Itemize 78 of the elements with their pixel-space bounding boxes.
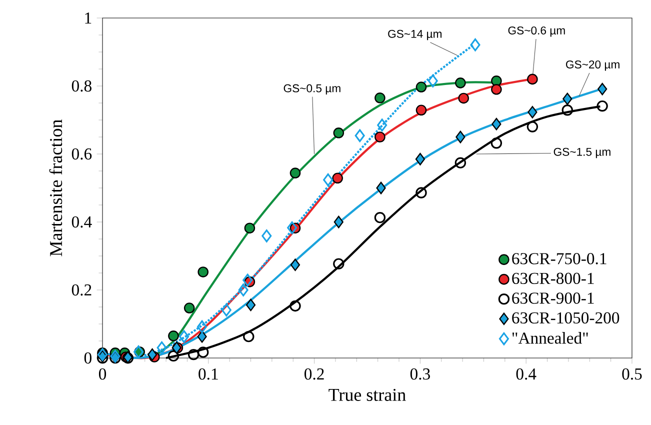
point <box>562 92 572 106</box>
point <box>287 221 298 234</box>
point <box>454 157 466 168</box>
point <box>596 100 608 112</box>
point <box>244 222 256 234</box>
annotation: GS~20 µm <box>566 60 620 71</box>
point <box>290 300 301 312</box>
legend-label: 63CR-750-0.1 <box>512 253 606 264</box>
point <box>290 258 300 272</box>
x-axis-title: True strain <box>328 388 406 401</box>
point <box>415 152 425 166</box>
x-tick-label: 0.4 <box>516 368 536 380</box>
x-tick-label: 0.2 <box>304 368 324 380</box>
point <box>527 74 538 85</box>
x-tick-label: 0.1 <box>198 368 218 380</box>
point <box>184 302 195 314</box>
point <box>243 330 254 342</box>
point <box>333 128 344 138</box>
y-axis-title: Martensite fraction <box>49 120 62 256</box>
point <box>528 106 538 118</box>
y-tick-label: 0.8 <box>72 80 92 92</box>
legend-label: 63CR-1050-200 <box>512 312 620 324</box>
point <box>179 330 190 343</box>
point <box>323 173 334 186</box>
point <box>221 304 232 316</box>
point <box>262 230 272 242</box>
annotation: GS~1.5 µm <box>554 148 610 158</box>
point <box>198 346 209 358</box>
point <box>188 348 200 360</box>
point <box>458 92 470 104</box>
point <box>416 187 427 198</box>
point <box>168 330 179 342</box>
point <box>491 75 502 86</box>
annotation: GS~0.6 µm <box>508 26 565 37</box>
point <box>290 168 301 178</box>
x-tick-label: 0.3 <box>410 368 430 380</box>
y-tick-label: 0.2 <box>72 284 92 296</box>
x-tick-label: 0 <box>98 368 106 380</box>
point <box>374 132 386 142</box>
point <box>377 118 388 132</box>
point <box>238 284 248 296</box>
point <box>491 84 502 95</box>
annotation: GS~14 µm <box>388 30 442 40</box>
x-tick-label: 0.5 <box>622 368 642 380</box>
point <box>490 138 502 149</box>
point <box>526 121 538 132</box>
point <box>246 298 256 312</box>
point <box>334 216 344 228</box>
point <box>156 341 167 354</box>
annotation: GS~0.5 µm <box>284 84 340 95</box>
y-tick-label: 1 <box>85 12 92 24</box>
point <box>374 92 386 104</box>
point <box>374 212 386 224</box>
point <box>354 129 365 142</box>
point <box>198 266 209 278</box>
point <box>456 130 466 144</box>
point <box>428 74 438 88</box>
legend-label: 63CR-800-1 <box>512 272 594 284</box>
point <box>416 82 427 92</box>
point <box>168 350 180 362</box>
point <box>197 330 207 343</box>
point <box>492 118 502 130</box>
point <box>333 258 344 270</box>
y-tick-label: 0.6 <box>72 148 92 160</box>
point <box>376 182 386 194</box>
point <box>562 104 573 116</box>
point <box>147 348 158 361</box>
point <box>455 78 466 88</box>
y-tick-label: 0.4 <box>72 216 92 228</box>
y-tick-label: 0 <box>84 352 92 364</box>
point <box>598 82 608 96</box>
point <box>332 172 343 184</box>
point <box>242 274 253 287</box>
legend-label: "Annealed" <box>512 332 588 344</box>
legend-label: 63CR-900-1 <box>512 292 594 304</box>
point <box>197 320 208 334</box>
point <box>416 104 427 116</box>
point <box>470 38 480 52</box>
